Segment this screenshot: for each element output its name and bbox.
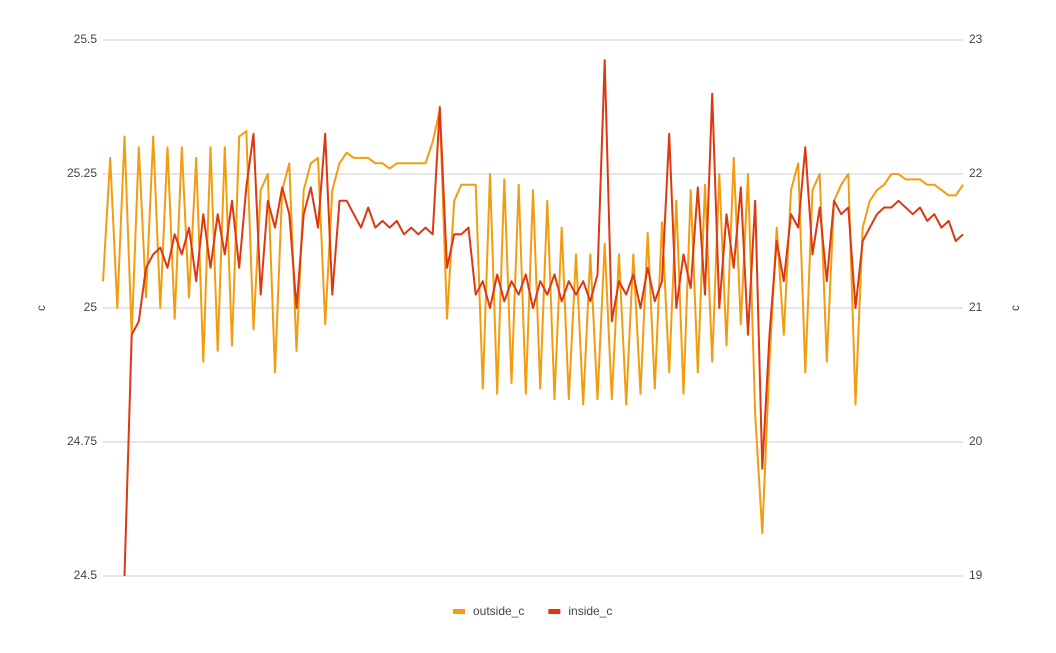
y-tick-label: 25.5 (74, 32, 98, 46)
y-tick-label: 25.25 (67, 166, 97, 180)
y-tick-label: 25 (84, 300, 98, 314)
y2-tick-label: 19 (969, 568, 983, 582)
y2-tick-label: 22 (969, 166, 983, 180)
legend-label: outside_c (473, 604, 524, 618)
legend-label: inside_c (568, 604, 612, 618)
series-line (102, 108, 964, 535)
legend-swatch (453, 609, 465, 614)
legend: outside_c inside_c (453, 604, 612, 618)
y2-tick-label: 20 (969, 434, 983, 448)
y-tick-label: 24.5 (74, 568, 98, 582)
y-tick-label: 24.75 (67, 434, 97, 448)
y2-axis-label: c (1008, 305, 1022, 311)
plot (102, 59, 964, 577)
grid: 24.5 24.75 25 25.25 25.5 19 20 21 22 23 (67, 32, 983, 582)
series-line (123, 59, 964, 577)
y2-tick-label: 23 (969, 32, 983, 46)
legend-swatch (548, 609, 561, 614)
y2-tick-label: 21 (969, 300, 983, 314)
y-axis-label: c (34, 305, 48, 311)
